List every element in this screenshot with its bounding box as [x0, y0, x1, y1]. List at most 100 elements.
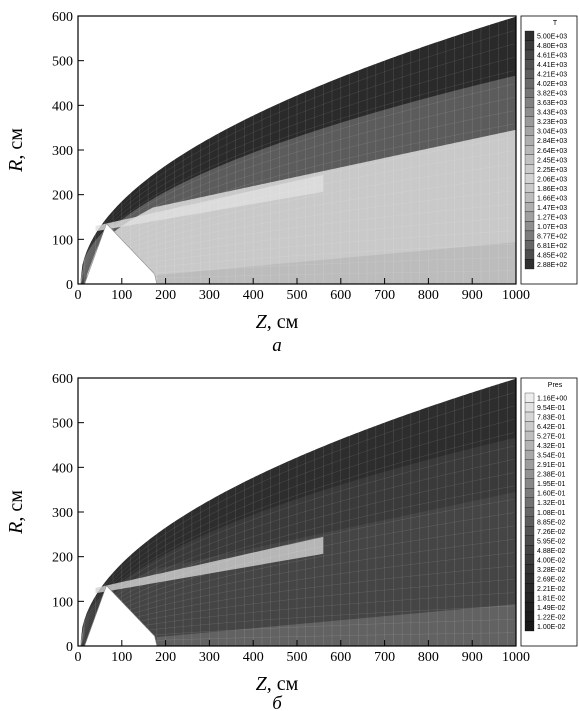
legend-level-label: 7.83E-01 — [537, 415, 566, 422]
x-tick-label: 900 — [462, 288, 483, 303]
contour-inner-region — [156, 604, 516, 646]
legend-level-label: 2.38E-01 — [537, 472, 566, 479]
mesh-line — [79, 459, 514, 646]
legend-swatch — [524, 202, 535, 213]
legend-swatch — [524, 107, 535, 117]
legend-swatch — [524, 459, 535, 470]
legend-level-label: 1.27E+03 — [537, 214, 567, 221]
contour-shock-streak — [95, 174, 324, 235]
mesh-line — [80, 632, 514, 646]
legend: T 5.00E+03 4.80E+03 4.61E+03 4.41E+03 4.21E+0… — [520, 15, 578, 285]
legend-title: T — [553, 20, 558, 27]
legend-level-label: 4.02E+03 — [537, 81, 567, 88]
x-tick-label: 800 — [418, 288, 439, 303]
mesh-line — [79, 83, 514, 284]
legend-swatch — [524, 602, 535, 613]
y-axis-label: R, см — [5, 490, 27, 535]
legend-swatch — [524, 469, 535, 479]
legend-level-label: 4.61E+03 — [537, 53, 567, 60]
legend-level-label: 5.00E+03 — [537, 34, 567, 41]
legend-level-label: 1.49E-02 — [537, 605, 566, 612]
legend-swatch — [524, 430, 535, 441]
legend-swatch — [524, 488, 535, 498]
legend-level-label: 2.88E+02 — [537, 262, 567, 269]
legend-level-label: 1.47E+03 — [537, 205, 567, 212]
legend-swatch — [524, 30, 535, 41]
x-tick-label: 500 — [287, 288, 308, 303]
legend-swatch — [524, 611, 535, 622]
legend-swatch — [524, 573, 535, 584]
x-tick-label: 100 — [111, 650, 132, 665]
legend-swatch — [524, 240, 535, 251]
legend-level-label: 2.84E+03 — [537, 138, 567, 145]
legend-swatch — [524, 173, 535, 184]
legend-swatch — [524, 507, 535, 517]
mesh-line — [80, 257, 514, 284]
legend-level-label: 4.00E-02 — [537, 557, 566, 564]
legend-level-label: 2.06E+03 — [537, 176, 567, 183]
legend-level-label: 3.54E-01 — [537, 453, 566, 460]
contour-core-region — [86, 491, 516, 646]
legend-level-label: 4.88E-02 — [537, 548, 566, 555]
legend-level-label: 3.82E+03 — [537, 91, 567, 98]
legend-swatch — [524, 421, 535, 432]
x-tick-label: 200 — [155, 288, 176, 303]
legend-level-label: 1.95E-01 — [537, 481, 566, 488]
y-axis-label: R, см — [5, 128, 27, 173]
y-tick-label: 200 — [52, 189, 73, 204]
body-cone — [84, 223, 158, 284]
legend-level-label: 3.04E+03 — [537, 129, 567, 136]
y-tick-label: 100 — [52, 595, 73, 610]
legend-swatch — [524, 564, 535, 575]
legend-level-label: 1.81E-02 — [537, 595, 566, 602]
y-tick-label: 600 — [52, 372, 73, 387]
legend-swatch — [524, 192, 535, 203]
legend-swatch — [524, 526, 535, 536]
legend-level-label: 8.85E-02 — [537, 519, 566, 526]
legend-swatch — [524, 97, 535, 108]
mesh-line — [79, 445, 514, 646]
y-tick-label: 300 — [52, 506, 73, 521]
legend-swatch — [524, 554, 535, 565]
legend-level-label: 9.54E-01 — [537, 405, 566, 412]
mesh-line — [79, 217, 514, 284]
mesh-line — [79, 43, 514, 284]
body-cone — [84, 585, 158, 646]
x-axis-label: Z, см — [256, 311, 299, 333]
legend-level-label: 3.63E+03 — [537, 100, 567, 107]
legend-swatch — [524, 40, 535, 51]
legend: Pres 1.16E+00 9.54E-01 7.83E-01 6.42E-01 5.27… — [520, 377, 578, 647]
x-tick-label: 400 — [243, 288, 264, 303]
legend-level-label: 1.86E+03 — [537, 186, 567, 193]
contour-inner-region — [156, 242, 516, 284]
mesh-line — [79, 419, 514, 646]
x-tick-label: 500 — [287, 650, 308, 665]
legend-swatch — [524, 621, 535, 632]
legend-level-label: 3.28E-02 — [537, 567, 566, 574]
x-tick-label: 0 — [75, 288, 82, 303]
mesh-line — [79, 525, 514, 646]
legend-swatch — [524, 497, 535, 508]
mesh-line — [79, 432, 514, 646]
mesh-line — [79, 405, 514, 646]
legend-swatch — [524, 116, 535, 127]
mesh-line — [79, 203, 514, 284]
y-tick-label: 400 — [52, 99, 73, 114]
mesh-line — [79, 163, 514, 284]
legend-swatch — [524, 259, 535, 270]
legend-swatch — [524, 135, 535, 146]
mesh-line — [79, 592, 514, 646]
mesh-line — [79, 512, 514, 646]
y-tick-label: 200 — [52, 551, 73, 566]
y-tick-label: 100 — [52, 233, 73, 248]
mesh-line — [79, 552, 514, 646]
legend-level-label: 1.66E+03 — [537, 195, 567, 202]
mesh-line — [79, 123, 514, 284]
legend-level-label: 2.64E+03 — [537, 148, 567, 155]
legend-swatch — [524, 249, 535, 260]
mesh-line — [79, 499, 514, 646]
legend-swatch — [524, 535, 535, 546]
y-tick-label: 600 — [52, 10, 73, 25]
legend-level-label: 3.23E+03 — [537, 119, 567, 126]
